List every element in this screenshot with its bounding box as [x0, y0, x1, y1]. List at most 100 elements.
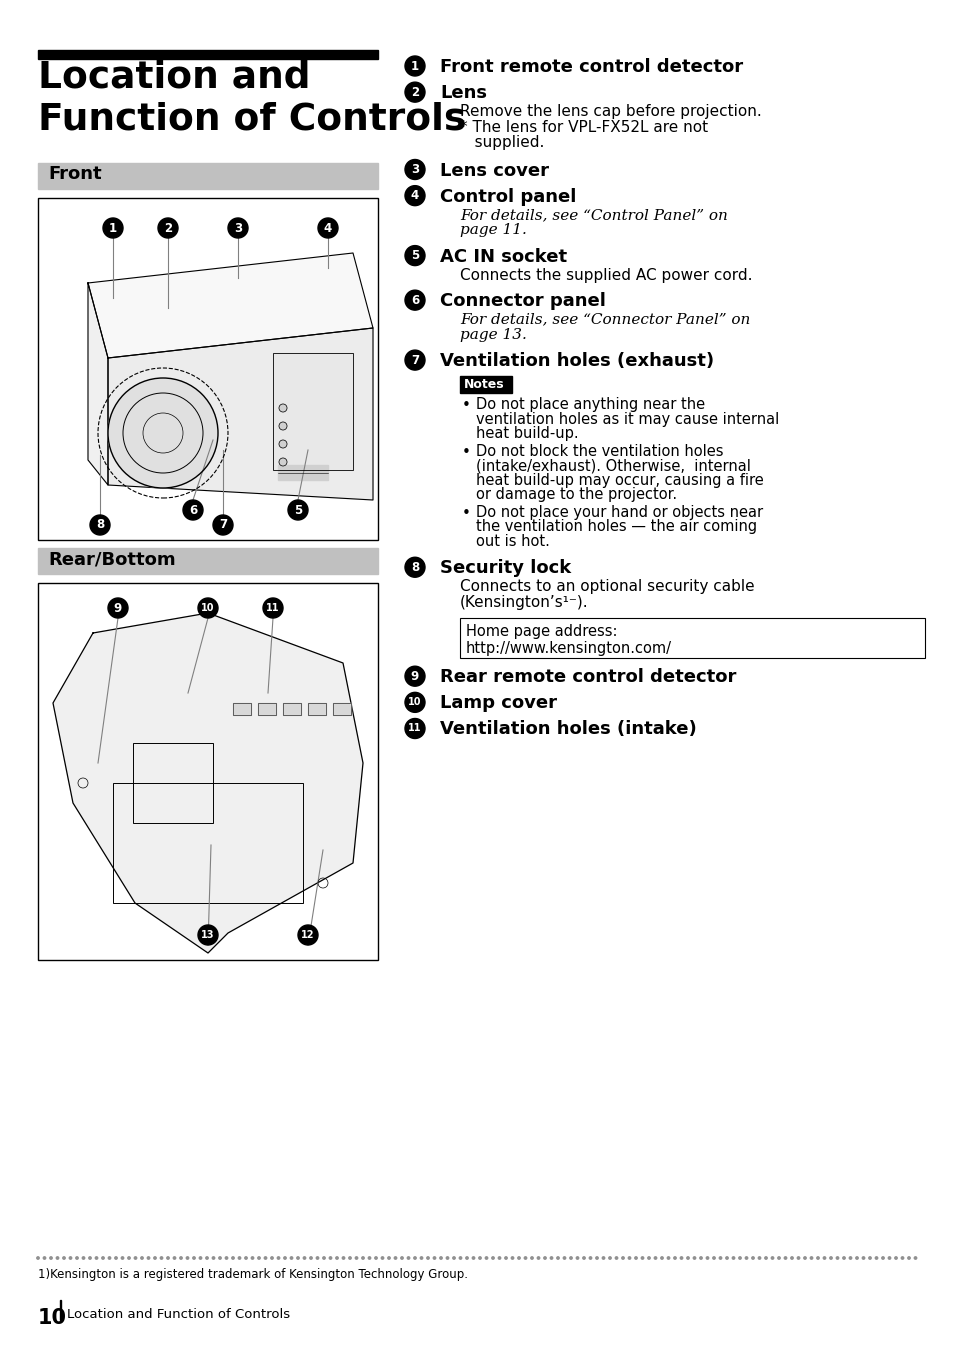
Bar [283, 703, 301, 715]
Circle shape [405, 55, 424, 76]
Text: •: • [461, 399, 471, 414]
Circle shape [673, 1257, 676, 1259]
Circle shape [439, 1257, 442, 1259]
Circle shape [562, 1257, 565, 1259]
Circle shape [453, 1257, 455, 1259]
Circle shape [777, 1257, 780, 1259]
Circle shape [296, 1257, 299, 1259]
Circle shape [121, 1257, 124, 1259]
Circle shape [803, 1257, 805, 1259]
Circle shape [225, 1257, 228, 1259]
Circle shape [405, 667, 424, 687]
Circle shape [758, 1257, 760, 1259]
Text: 7: 7 [218, 519, 227, 531]
Text: Remove the lens cap before projection.: Remove the lens cap before projection. [459, 104, 760, 119]
Circle shape [297, 925, 317, 945]
Circle shape [790, 1257, 792, 1259]
Circle shape [75, 1257, 78, 1259]
Circle shape [881, 1257, 883, 1259]
Circle shape [257, 1257, 260, 1259]
Polygon shape [108, 329, 373, 500]
Text: Lens: Lens [439, 84, 486, 103]
Circle shape [405, 82, 424, 103]
Circle shape [414, 1257, 416, 1259]
Bar [308, 703, 326, 715]
Circle shape [102, 1257, 104, 1259]
Circle shape [342, 1257, 344, 1259]
Circle shape [199, 1257, 201, 1259]
Bar [60, 1301, 61, 1320]
Text: heat build-up may occur, causing a fire: heat build-up may occur, causing a fire [476, 473, 763, 488]
Circle shape [134, 1257, 136, 1259]
Circle shape [875, 1257, 877, 1259]
Circle shape [70, 1257, 71, 1259]
Text: Location and: Location and [38, 59, 310, 96]
Circle shape [153, 1257, 156, 1259]
Circle shape [263, 598, 283, 618]
Circle shape [829, 1257, 831, 1259]
Circle shape [213, 515, 233, 535]
Circle shape [206, 1257, 208, 1259]
Text: 11: 11 [266, 603, 279, 612]
Circle shape [894, 1257, 896, 1259]
Text: Connects the supplied AC power cord.: Connects the supplied AC power cord. [459, 268, 752, 283]
Text: 11: 11 [408, 723, 421, 734]
Text: 3: 3 [411, 164, 418, 176]
Text: AC IN socket: AC IN socket [439, 247, 566, 265]
Circle shape [770, 1257, 773, 1259]
Circle shape [394, 1257, 396, 1259]
Bar [132, 744, 213, 823]
Circle shape [465, 1257, 468, 1259]
Polygon shape [88, 253, 373, 358]
Circle shape [37, 1257, 39, 1259]
Circle shape [108, 598, 128, 618]
Text: 1: 1 [411, 59, 418, 73]
Circle shape [278, 439, 287, 448]
Circle shape [887, 1257, 890, 1259]
Text: supplied.: supplied. [459, 135, 544, 150]
Text: heat build-up.: heat build-up. [476, 426, 578, 441]
Text: 6: 6 [189, 503, 197, 516]
Circle shape [213, 1257, 214, 1259]
Circle shape [103, 218, 123, 238]
Circle shape [738, 1257, 740, 1259]
Text: Control panel: Control panel [439, 188, 576, 206]
Text: (Kensington’s¹⁻).: (Kensington’s¹⁻). [459, 595, 588, 610]
Bar [273, 353, 353, 470]
Circle shape [361, 1257, 364, 1259]
Text: or damage to the projector.: or damage to the projector. [476, 487, 677, 502]
Circle shape [368, 1257, 371, 1259]
Circle shape [198, 925, 218, 945]
Bar [333, 703, 351, 715]
Text: 8: 8 [411, 561, 418, 573]
Circle shape [458, 1257, 461, 1259]
Bar [38, 197, 377, 539]
Circle shape [666, 1257, 669, 1259]
Circle shape [511, 1257, 513, 1259]
Circle shape [478, 1257, 480, 1259]
Circle shape [405, 160, 424, 180]
Circle shape [405, 291, 424, 310]
Circle shape [147, 1257, 150, 1259]
Text: Connects to an optional security cable: Connects to an optional security cable [459, 580, 754, 595]
Circle shape [198, 598, 218, 618]
Text: * The lens for VPL-FX52L are not: * The lens for VPL-FX52L are not [459, 120, 707, 135]
Circle shape [621, 1257, 623, 1259]
Text: 12: 12 [301, 930, 314, 940]
Circle shape [700, 1257, 701, 1259]
Circle shape [405, 718, 424, 738]
Bar [273, 353, 353, 470]
Text: 8: 8 [95, 519, 104, 531]
Circle shape [836, 1257, 838, 1259]
Circle shape [238, 1257, 240, 1259]
Circle shape [400, 1257, 403, 1259]
Circle shape [405, 692, 424, 713]
Circle shape [634, 1257, 637, 1259]
Text: (intake/exhaust). Otherwise,  internal: (intake/exhaust). Otherwise, internal [476, 458, 750, 473]
Text: ventilation holes as it may cause internal: ventilation holes as it may cause intern… [476, 412, 779, 427]
Text: 5: 5 [294, 503, 302, 516]
Circle shape [95, 1257, 97, 1259]
Circle shape [109, 1257, 111, 1259]
Text: 2: 2 [164, 222, 172, 234]
Bar [233, 703, 251, 715]
